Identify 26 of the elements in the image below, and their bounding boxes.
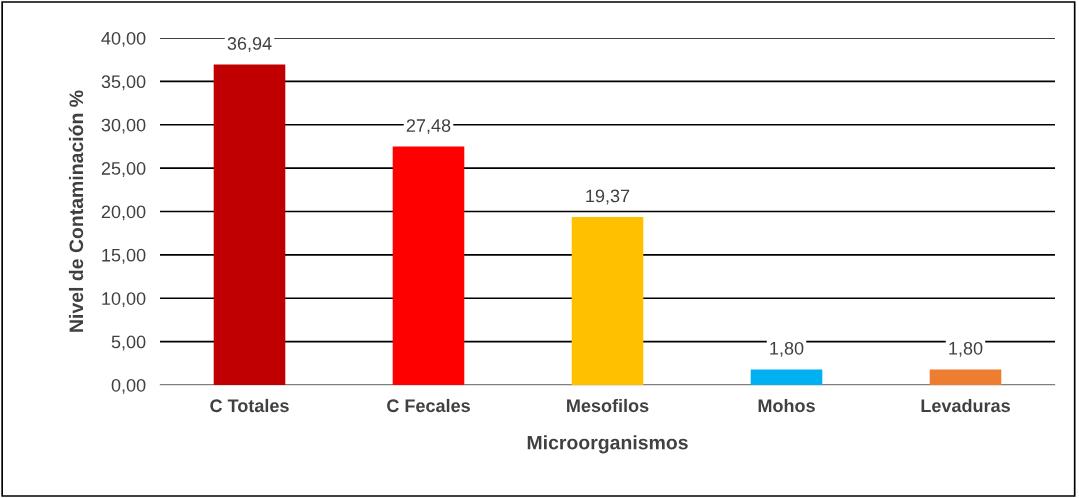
bar <box>213 64 286 385</box>
x-tick-label: Mesofilos <box>567 398 649 413</box>
y-tick-label: 20,00 <box>101 205 146 221</box>
y-tick-label: 30,00 <box>101 118 146 134</box>
y-tick-label: 10,00 <box>102 292 146 308</box>
bar <box>571 216 644 385</box>
data-label: 27,48 <box>406 119 451 135</box>
y-tick-label: 40,00 <box>101 31 146 47</box>
data-label: 1,80 <box>949 341 983 357</box>
bar <box>929 369 1002 385</box>
x-axis-title: Microorganismos <box>527 435 688 454</box>
data-label: 36,94 <box>227 37 272 52</box>
y-tick-label: 0,00 <box>111 378 146 394</box>
bar <box>750 369 823 385</box>
y-tick-label: 25,00 <box>101 162 146 177</box>
x-tick-label: C Totales <box>210 398 289 413</box>
y-tick-label: 15,00 <box>102 248 146 264</box>
y-axis-title: Nivel de Contaminación % <box>68 90 84 332</box>
y-tick-label: 35,00 <box>101 75 146 91</box>
x-tick-label: Levaduras <box>921 398 1010 413</box>
x-tick-label: Mohos <box>758 398 815 413</box>
y-tick-label: 5,00 <box>111 335 146 351</box>
bar <box>392 146 465 385</box>
data-label: 1,80 <box>770 341 804 357</box>
x-tick-label: C Fecales <box>387 398 470 413</box>
data-label: 19,37 <box>586 189 630 205</box>
